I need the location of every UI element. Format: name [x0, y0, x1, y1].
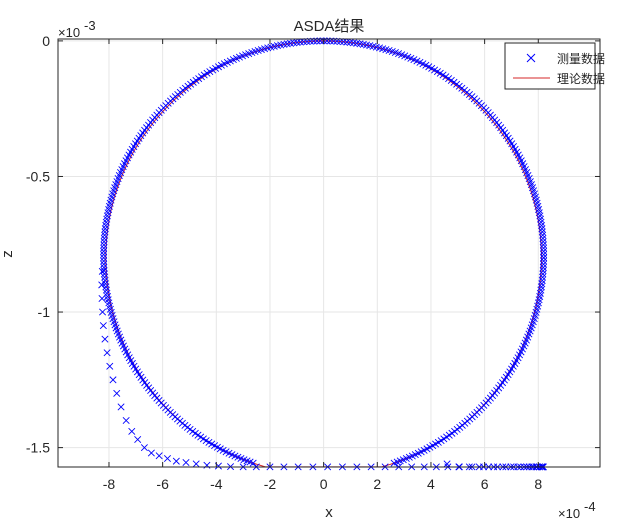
measured-point [99, 322, 107, 330]
measured-point [538, 280, 546, 288]
x-tick-label: -6 [156, 476, 169, 492]
measured-point [128, 427, 136, 435]
measured-point [98, 281, 106, 289]
measured-point [192, 460, 200, 468]
measured-point [100, 247, 108, 255]
measured-point [101, 225, 109, 233]
measured-point [155, 452, 163, 460]
legend-item-theory: 理论数据 [513, 71, 605, 86]
y-exponent-label: ×10 -3 [58, 18, 96, 40]
plot-area [58, 39, 600, 467]
x-exponent-base: ×10 [558, 506, 580, 521]
legend-label-theory: 理论数据 [557, 71, 605, 86]
measured-point [134, 435, 142, 443]
measured-point [113, 389, 121, 397]
legend: 测量数据 理论数据 [504, 42, 605, 90]
measured-point [101, 228, 109, 236]
x-tick-label: -8 [103, 476, 116, 492]
x-tick-label: 6 [481, 476, 489, 492]
measured-point [540, 244, 548, 252]
measured-point [443, 460, 451, 468]
measured-point [140, 444, 148, 452]
y-tick-label: -0.5 [26, 168, 50, 184]
measured-point [109, 376, 117, 384]
y-tick-label: 0 [42, 33, 50, 49]
measured-point [100, 264, 108, 272]
measured-point [540, 247, 548, 255]
legend-marker-x-icon [526, 53, 536, 63]
measured-point [100, 244, 108, 252]
x-tick-label: -4 [210, 476, 223, 492]
measured-point [147, 449, 155, 457]
x-exponent-label: ×10 -4 [558, 499, 596, 521]
measured-point [538, 276, 546, 285]
measured-point [101, 273, 109, 281]
legend-item-measured: 测量数据 [526, 51, 605, 66]
measured-point [100, 241, 108, 249]
chart-title: ASDA结果 [294, 18, 365, 35]
measured-point [101, 276, 109, 285]
measured-point [540, 251, 548, 259]
plot-content [98, 37, 548, 471]
x-tick-label: 2 [373, 476, 381, 492]
legend-label-measured: 测量数据 [557, 51, 605, 66]
measured-point [99, 308, 107, 316]
measured-point [539, 273, 547, 281]
y-exponent-base: ×10 [58, 25, 80, 40]
x-tick-label: 4 [427, 476, 435, 492]
legend-box [504, 42, 596, 90]
measured-point [539, 231, 547, 239]
measured-point [538, 228, 546, 236]
x-tick-label: -2 [264, 476, 277, 492]
x-tick-label: 8 [534, 476, 542, 492]
measured-point [540, 254, 548, 262]
measured-point [539, 267, 547, 275]
ticks: -8 -6 -4 -2 0 2 4 6 8 0 -0.5 -1 -1.5 [26, 33, 600, 492]
y-tick-label: -1 [38, 304, 51, 320]
measured-point [122, 416, 130, 425]
measured-point [100, 254, 108, 262]
measured-point [540, 257, 548, 265]
measured-point [101, 231, 109, 239]
measured-point [98, 294, 106, 303]
x-tick-label: 0 [320, 476, 328, 492]
x-axis-label: x [325, 504, 333, 521]
measured-point [100, 257, 108, 265]
measured-point [100, 234, 108, 242]
measured-point [343, 38, 351, 46]
measured-point [539, 270, 547, 278]
measured-point [539, 260, 548, 268]
measured-point [539, 264, 547, 272]
y-exponent-power: -3 [84, 18, 96, 33]
measured-point [539, 241, 547, 249]
measured-point [539, 234, 547, 242]
measured-point [100, 260, 108, 268]
measured-point [163, 454, 171, 462]
measured-point [101, 335, 109, 343]
measured-point [100, 238, 108, 246]
measured-point [98, 267, 106, 275]
measured-point [249, 459, 257, 467]
x-exponent-power: -4 [584, 499, 596, 514]
measured-point [100, 267, 108, 275]
y-axis-label: z [0, 250, 16, 258]
axes-box [57, 38, 601, 468]
measured-point [300, 38, 308, 46]
measured-point [100, 251, 108, 259]
y-tick-label: -1.5 [26, 440, 50, 456]
measured-point [340, 38, 348, 46]
measured-point [103, 349, 111, 357]
measured-point [106, 362, 114, 370]
measured-point [539, 238, 547, 246]
measured-point [182, 459, 190, 467]
measured-point [172, 457, 180, 465]
measured-point [117, 403, 125, 411]
